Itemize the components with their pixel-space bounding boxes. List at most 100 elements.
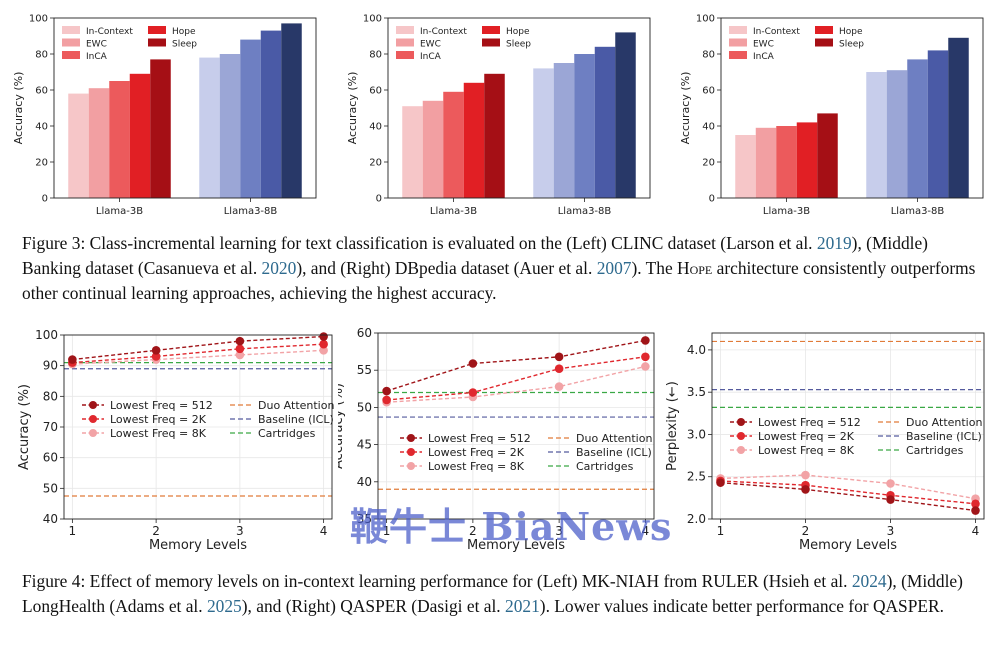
bar — [199, 57, 220, 198]
x-tick-label: 1 — [383, 524, 391, 538]
data-point — [68, 355, 77, 364]
x-axis-label: Memory Levels — [149, 538, 247, 553]
data-point — [554, 364, 564, 374]
data-point — [554, 382, 564, 391]
bar — [796, 122, 818, 198]
x-tick-label: 2 — [802, 524, 810, 538]
legend-label: Lowest Freq = 512 — [428, 432, 531, 445]
citation-link[interactable]: 2007 — [596, 258, 632, 278]
y-tick-label: 40 — [369, 122, 382, 133]
y-tick-label: 60 — [702, 86, 715, 97]
x-tick-label: Llama3-8B — [558, 206, 612, 217]
citation-link[interactable]: 2024 — [851, 571, 887, 591]
bar — [484, 73, 505, 198]
series-line — [720, 474, 976, 500]
citation-link[interactable]: 2025 — [206, 596, 242, 616]
legend-swatch — [815, 26, 833, 34]
legend-swatch — [729, 51, 747, 59]
legend-swatch — [62, 38, 80, 47]
line-chart-longhealth: 35 40 45 50 55 60 1 2 3 4 Memory Levels Accuracy (%… — [338, 326, 655, 553]
data-point — [641, 336, 650, 345]
data-point — [468, 388, 478, 397]
y-tick-label: 80 — [43, 389, 58, 403]
y-axis-label: Accuracy (%) — [338, 383, 346, 469]
legend-label: In-Context — [420, 27, 467, 37]
data-point — [382, 395, 391, 405]
legend-swatch — [815, 38, 833, 47]
legend-label: InCA — [420, 52, 442, 62]
legend-label: EWC — [86, 40, 107, 50]
citation-link[interactable]: 2021 — [505, 596, 540, 616]
plot-frame — [387, 17, 651, 199]
plot-frame — [377, 332, 655, 520]
x-tick-label: 1 — [717, 524, 725, 538]
x-tick-label: 1 — [69, 524, 77, 538]
bar — [553, 63, 575, 198]
y-tick-label: 50 — [357, 400, 372, 414]
x-tick-label: Llama-3B — [96, 206, 143, 217]
y-tick-label: 20 — [35, 158, 48, 169]
citation-link[interactable]: 2019 — [816, 233, 852, 253]
legend-label: Baseline (ICL) — [576, 446, 652, 459]
data-point — [971, 506, 980, 515]
data-point — [235, 350, 245, 360]
legend-label: Sleep — [839, 40, 864, 50]
bar — [219, 54, 241, 198]
legend-marker — [737, 446, 745, 454]
bar — [109, 81, 130, 198]
y-axis-label: Accuracy (%) — [17, 384, 32, 470]
line-chart-qasper: 2.0 2.5 3.0 3.5 4.0 1 2 3 4 Memory Levels Perplexi… — [666, 332, 985, 553]
data-point — [886, 495, 895, 504]
series-line — [72, 343, 324, 364]
y-tick-label: 60 — [357, 326, 372, 340]
x-axis-label: Memory Levels — [799, 538, 897, 553]
bar — [817, 113, 838, 198]
data-point — [468, 359, 478, 368]
y-axis-label: Accuracy (%) — [346, 72, 359, 145]
bar-chart-dbpedia: 0 20 40 60 80 100 Accuracy (%) Llama-3B Llama3-8… — [679, 14, 984, 217]
legend-label: In-Context — [753, 27, 800, 37]
data-point — [235, 336, 245, 346]
legend-label: In-Context — [86, 27, 133, 37]
bar — [735, 135, 756, 198]
line-chart-mk-niah: 40 50 60 70 80 90 100 1 2 3 4 Memory Levels Accuracy… — [17, 328, 334, 553]
legend-label: Lowest Freq = 2K — [110, 413, 207, 426]
y-tick-label: 40 — [702, 122, 715, 133]
legend-label: Lowest Freq = 2K — [758, 430, 855, 443]
plot-frame — [63, 334, 333, 520]
data-point — [971, 499, 980, 509]
data-point — [801, 485, 810, 494]
bar — [948, 37, 969, 198]
legend-swatch — [148, 38, 166, 47]
bar — [129, 73, 151, 198]
bar — [533, 68, 554, 199]
citation-link[interactable]: 2020 — [261, 258, 297, 278]
series-line — [720, 480, 976, 505]
y-tick-label: 80 — [702, 50, 715, 61]
bar — [422, 100, 444, 198]
legend-label: Baseline (ICL) — [906, 430, 982, 443]
x-tick-label: 2 — [469, 524, 477, 538]
figure3-caption: Figure 3: Class-incremental learning for… — [22, 231, 984, 306]
bar — [281, 23, 302, 199]
figure3-text-3: ), and (Right) DBpedia dataset (Auer et … — [296, 258, 597, 278]
y-tick-label: 45 — [357, 438, 372, 452]
x-tick-label: 2 — [152, 524, 160, 538]
y-tick-label: 20 — [702, 158, 715, 169]
y-axis-label: Accuracy (%) — [679, 72, 692, 145]
legend-swatch — [482, 38, 500, 47]
legend-label: Hope — [506, 27, 530, 37]
data-point — [554, 352, 564, 362]
legend-label: Cartridges — [906, 444, 964, 457]
y-tick-label: 20 — [369, 158, 382, 169]
legend-marker — [89, 429, 97, 437]
legend-label: Duo Attention — [906, 416, 982, 429]
bar — [443, 91, 464, 198]
legend-label: Hope — [839, 27, 863, 37]
legend-label: InCA — [753, 52, 775, 62]
x-tick-label: Llama-3B — [430, 206, 477, 217]
figure3-text-1: Class-incremental learning for text clas… — [85, 233, 817, 253]
y-tick-label: 40 — [35, 122, 48, 133]
y-tick-label: 0 — [709, 194, 715, 205]
legend-marker — [89, 401, 97, 409]
